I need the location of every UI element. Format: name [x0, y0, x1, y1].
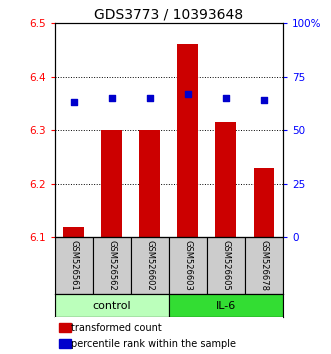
Point	[223, 95, 228, 101]
Point	[261, 97, 266, 103]
Text: GSM526561: GSM526561	[69, 240, 78, 291]
Bar	[101, 130, 122, 237]
Bar	[59, 339, 71, 348]
Bar	[254, 168, 274, 237]
Text: control: control	[92, 301, 131, 310]
Text: GSM526605: GSM526605	[221, 240, 230, 291]
Point	[185, 91, 191, 97]
Bar	[169, 237, 207, 294]
Bar	[63, 227, 84, 237]
Text: GSM526602: GSM526602	[145, 240, 154, 291]
Point	[109, 95, 115, 101]
Bar	[55, 294, 169, 317]
Bar	[139, 130, 160, 237]
Bar	[59, 323, 71, 332]
Bar	[215, 122, 236, 237]
Text: percentile rank within the sample: percentile rank within the sample	[71, 339, 236, 349]
Text: transformed count: transformed count	[71, 322, 161, 333]
Bar	[93, 237, 131, 294]
Bar	[245, 237, 283, 294]
Text: IL-6: IL-6	[216, 301, 236, 310]
Bar	[55, 237, 93, 294]
Text: GSM526678: GSM526678	[260, 240, 268, 291]
Point	[71, 99, 76, 105]
Bar	[169, 294, 283, 317]
Bar	[177, 45, 198, 237]
Bar	[207, 237, 245, 294]
Text: GSM526603: GSM526603	[183, 240, 192, 291]
Bar	[131, 237, 169, 294]
Point	[147, 95, 152, 101]
Title: GDS3773 / 10393648: GDS3773 / 10393648	[94, 8, 243, 22]
Text: GSM526562: GSM526562	[107, 240, 116, 291]
